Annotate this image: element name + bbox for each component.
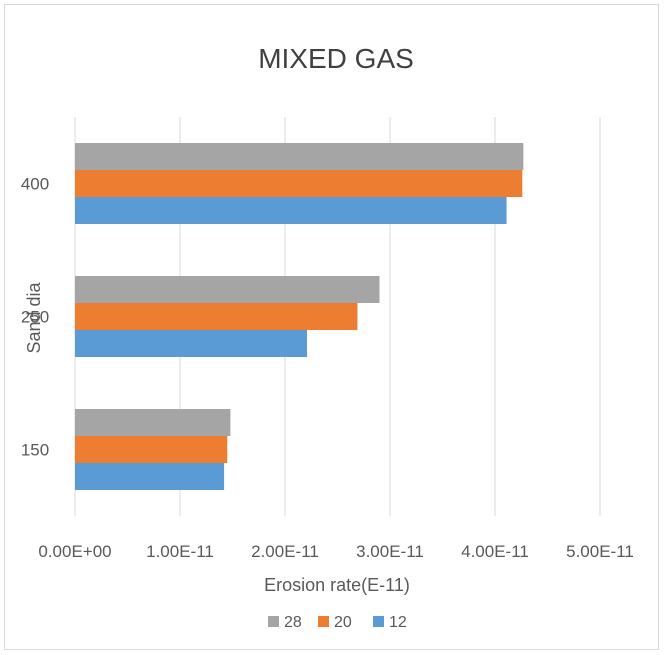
x-axis-label: Erosion rate(E-11) xyxy=(264,575,410,595)
y-tick-labels: 150 250 400 xyxy=(21,175,49,460)
x-tick-label: 3.00E-11 xyxy=(356,542,424,561)
bars xyxy=(75,143,524,490)
bar-28-400 xyxy=(75,143,524,170)
bar-12-150 xyxy=(75,463,225,490)
y-axis-label: Sand dia xyxy=(24,281,44,353)
bar-28-150 xyxy=(75,409,231,436)
legend-label-28: 28 xyxy=(284,614,302,631)
bar-20-400 xyxy=(75,170,523,197)
x-tick-label: 4.00E-11 xyxy=(461,542,529,561)
legend-label-12: 12 xyxy=(389,614,407,631)
legend-swatch-28 xyxy=(268,616,279,627)
bar-20-150 xyxy=(75,436,228,463)
bar-12-400 xyxy=(75,197,507,224)
x-tick-label: 2.00E-11 xyxy=(251,542,319,561)
x-tick-label: 5.00E-11 xyxy=(566,542,634,561)
x-tick-labels: 0.00E+00 1.00E-11 2.00E-11 3.00E-11 4.00E-11… xyxy=(38,542,634,561)
legend-swatch-12 xyxy=(373,616,384,627)
bar-12-250 xyxy=(75,330,308,357)
bar-20-250 xyxy=(75,303,358,330)
y-tick-label: 400 xyxy=(21,175,49,194)
chart-title: MIXED GAS xyxy=(258,43,414,74)
legend: 28 20 12 xyxy=(268,614,407,631)
x-tick-label: 1.00E-11 xyxy=(146,542,214,561)
legend-swatch-20 xyxy=(318,616,329,627)
y-tick-label: 250 xyxy=(21,308,49,327)
y-tick-label: 150 xyxy=(21,441,49,460)
x-tick-label: 0.00E+00 xyxy=(38,542,111,561)
bar-28-250 xyxy=(75,276,380,303)
legend-label-20: 20 xyxy=(334,614,352,631)
